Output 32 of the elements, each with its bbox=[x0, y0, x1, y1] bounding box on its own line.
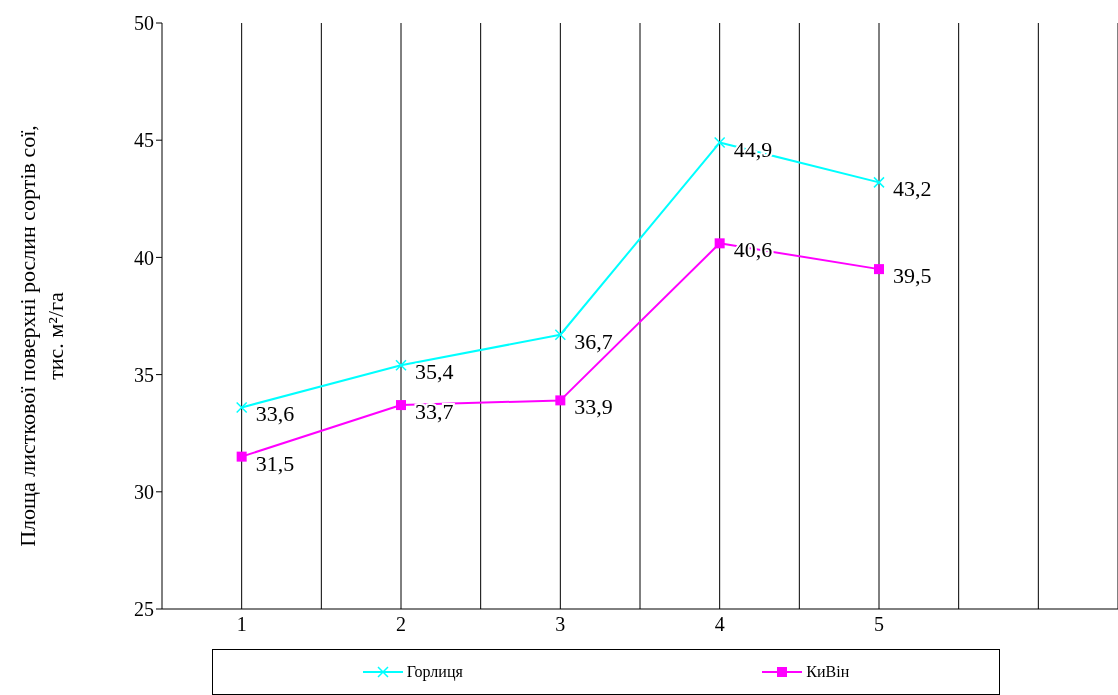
data-label: 43,2 bbox=[893, 176, 932, 202]
point bbox=[235, 401, 248, 414]
y-tick-label: 30 bbox=[134, 480, 154, 503]
data-label: 39,5 bbox=[893, 263, 932, 289]
point bbox=[874, 264, 884, 275]
point bbox=[555, 395, 566, 406]
x-tick-label: 5 bbox=[874, 613, 884, 636]
point bbox=[714, 238, 725, 249]
point bbox=[713, 136, 726, 149]
x-tick-label: 1 bbox=[236, 613, 247, 636]
y-tick-label: 40 bbox=[134, 246, 154, 269]
y-tick-label: 50 bbox=[134, 12, 154, 35]
point bbox=[554, 329, 567, 341]
point bbox=[395, 359, 407, 371]
legend-label: Горлиця bbox=[406, 663, 463, 681]
data-label: 35,4 bbox=[415, 359, 454, 385]
data-label: 31,5 bbox=[255, 450, 295, 476]
legend-label: КиВін bbox=[806, 663, 850, 681]
x-tick-label: 4 bbox=[714, 613, 725, 636]
data-label: 33,9 bbox=[574, 394, 613, 420]
y-axis-title: Площа листкової поверхні рослин сортів сої, тис. м²/га bbox=[15, 125, 68, 547]
data-label: 33,6 bbox=[255, 401, 295, 427]
y-tick-label: 25 bbox=[134, 598, 154, 621]
data-label: 33,7 bbox=[415, 399, 454, 425]
point bbox=[236, 451, 247, 462]
y-tick-label: 35 bbox=[134, 363, 154, 386]
x-tick-label: 3 bbox=[555, 613, 566, 636]
y-tick-label: 45 bbox=[134, 129, 154, 152]
x-tick-label: 2 bbox=[396, 613, 406, 636]
point bbox=[873, 176, 885, 189]
point bbox=[396, 400, 406, 411]
data-label: 36,7 bbox=[574, 328, 613, 354]
